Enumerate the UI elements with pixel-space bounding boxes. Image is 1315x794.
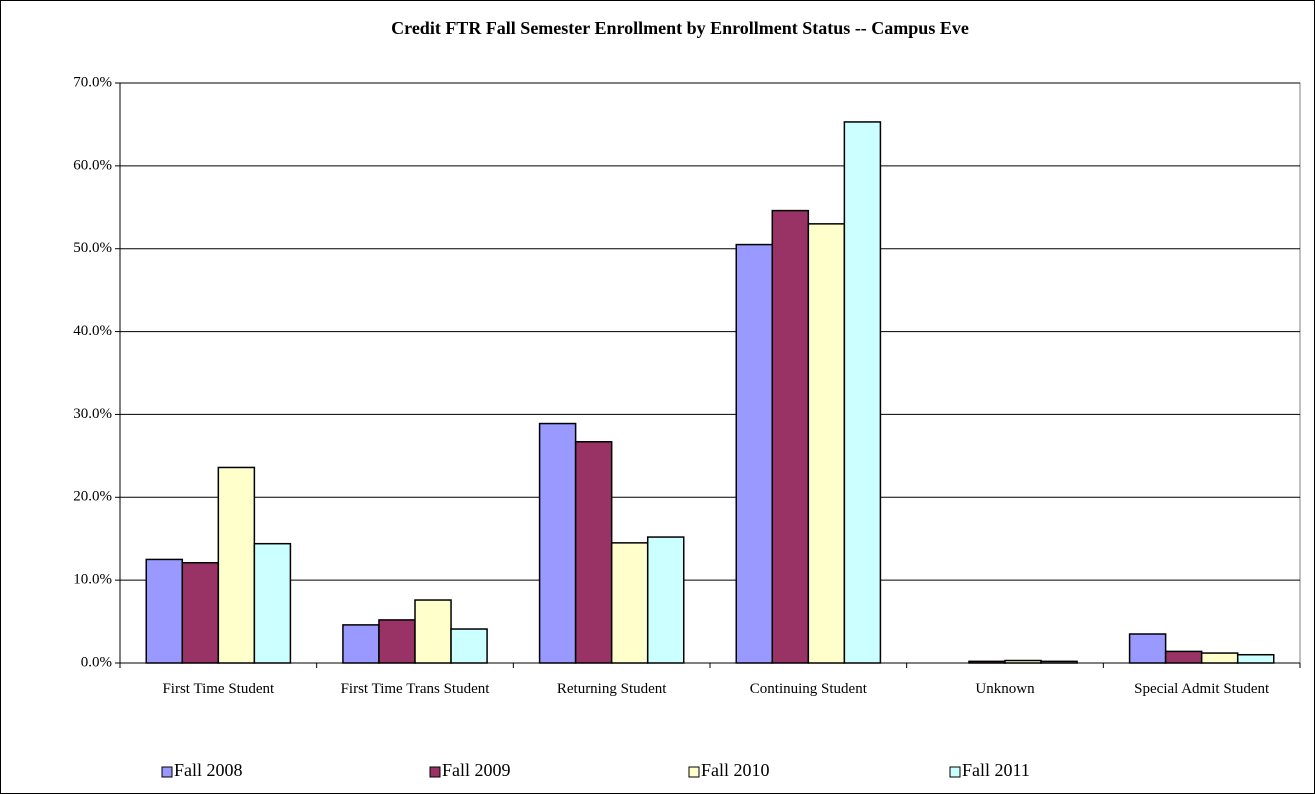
legend-swatch [161, 766, 173, 778]
bar [450, 628, 488, 664]
legend-swatch [949, 766, 961, 778]
bar [771, 209, 810, 664]
bar [968, 660, 1006, 664]
chart-title: Credit FTR Fall Semester Enrollment by E… [391, 18, 969, 38]
bar [735, 243, 774, 664]
legend-swatch [688, 766, 700, 778]
y-tick-label: 70.0% [73, 74, 112, 90]
bar [1200, 652, 1239, 664]
legend-label: Fall 2010 [701, 760, 770, 780]
bar [414, 599, 452, 664]
y-tick-label: 30.0% [73, 406, 112, 422]
legend-label: Fall 2009 [442, 760, 511, 780]
y-tick-label: 20.0% [73, 489, 112, 505]
x-tick-label: Unknown [975, 681, 1035, 697]
y-tick-label: 10.0% [73, 572, 112, 588]
bar [181, 561, 220, 664]
bar [1128, 633, 1167, 664]
bar [610, 542, 649, 664]
bar [574, 441, 613, 664]
x-tick-label: Special Admit Student [1134, 681, 1270, 697]
y-tick-label: 50.0% [73, 240, 112, 256]
bar [1236, 653, 1275, 664]
bar [1040, 660, 1078, 664]
y-tick-label: 40.0% [73, 323, 112, 339]
bar [1004, 659, 1042, 664]
plot-area [119, 82, 1301, 664]
bar [1164, 650, 1203, 664]
bar [378, 619, 416, 664]
bar [646, 536, 685, 664]
bar [538, 422, 577, 664]
bar [145, 558, 184, 664]
bar [342, 624, 380, 664]
y-tick-label: 60.0% [73, 157, 112, 173]
bar [807, 223, 846, 664]
legend-label: Fall 2011 [962, 760, 1030, 780]
bar [217, 466, 256, 664]
bar [843, 121, 882, 664]
x-tick-label: First Time Student [162, 681, 275, 697]
bar [253, 542, 292, 664]
x-tick-label: First Time Trans Student [340, 681, 490, 697]
x-tick-label: Continuing Student [749, 681, 867, 697]
legend-swatch [429, 766, 441, 778]
x-tick-label: Returning Student [556, 681, 667, 697]
y-tick-label: 0.0% [81, 654, 112, 670]
legend-label: Fall 2008 [174, 760, 243, 780]
